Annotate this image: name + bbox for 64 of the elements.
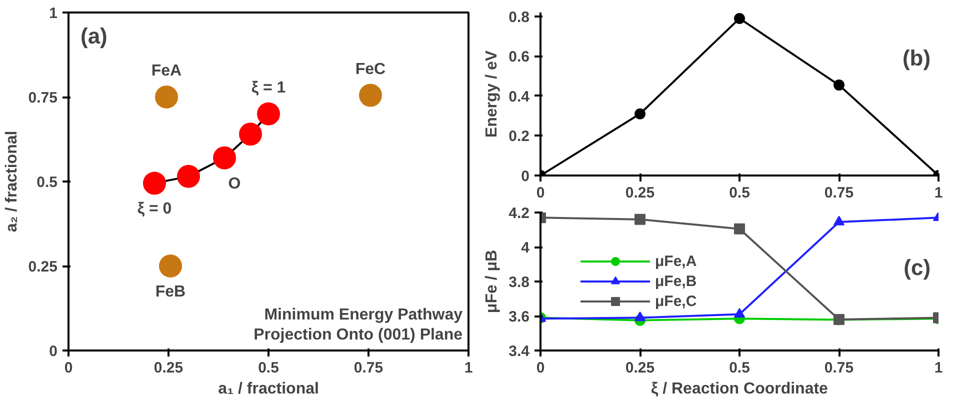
point	[143, 172, 166, 195]
annotation: FeA	[151, 62, 182, 80]
x-tick-label: 1	[934, 360, 943, 376]
annotation: ξ = 1	[251, 79, 286, 96]
y-tick-label: 0	[521, 168, 530, 185]
x-tick-label: 1	[464, 360, 473, 376]
point	[734, 308, 745, 318]
annotation: Minimum Energy Pathway Projection Onto (001) Plane	[254, 306, 463, 344]
y-tick-label: 0.4	[508, 88, 530, 106]
x-tick-label: 0.25	[154, 360, 184, 376]
y-tick-label: 0.6	[508, 48, 530, 66]
y-tick-label: 0.5	[36, 174, 58, 191]
y-tick-label: 0.8	[508, 8, 530, 26]
x-tick-label: 0.25	[625, 184, 655, 202]
legend-label: μFe,A	[655, 252, 697, 270]
x-tick-label: 0.75	[824, 184, 854, 202]
point	[634, 108, 646, 120]
point	[159, 254, 182, 278]
y-tick-label: 3.4	[508, 343, 530, 360]
point	[257, 102, 280, 126]
x-axis-title: a₁ / fractional	[218, 380, 319, 398]
point	[239, 122, 262, 146]
annotation: O	[228, 175, 241, 192]
x-axis-title: ξ / Reaction Coordinate	[651, 380, 828, 398]
legend-label: μFe,B	[655, 272, 697, 290]
legend-label: μFe,C	[655, 292, 697, 310]
y-tick-label: 0.75	[28, 90, 58, 106]
x-tick-label: 1	[934, 184, 943, 202]
point	[213, 146, 236, 170]
annotation: FeB	[155, 284, 186, 300]
y-tick-label: 0	[49, 343, 58, 360]
annotation: (c)	[904, 255, 931, 280]
x-tick-label: 0.75	[824, 360, 854, 376]
x-tick-label: 0.5	[258, 360, 279, 376]
x-tick-label: 0.75	[354, 360, 384, 376]
y-tick-label: 3.8	[508, 274, 530, 291]
x-tick-label: 0.5	[729, 184, 750, 202]
point	[359, 84, 382, 107]
point	[834, 216, 844, 226]
annotation: (b)	[902, 46, 931, 71]
y-tick-label: 4	[521, 240, 530, 256]
y-tick-label: 0.2	[508, 128, 530, 146]
annotation: (a)	[80, 24, 108, 49]
point	[177, 164, 200, 188]
point	[734, 223, 745, 234]
point	[634, 214, 646, 225]
x-tick-label: 0.5	[729, 360, 750, 376]
point	[834, 80, 844, 91]
x-tick-label: 0	[536, 360, 545, 376]
point	[155, 86, 178, 108]
annotation: FeC	[355, 60, 386, 78]
y-axis-title: μFe / μB	[484, 250, 501, 314]
y-tick-label: 0.25	[28, 258, 58, 276]
point	[634, 311, 646, 322]
y-tick-label: 4.2	[508, 205, 530, 222]
x-tick-label: 0.25	[625, 360, 655, 376]
y-axis-title: a₂ / fractional	[3, 130, 20, 232]
point	[734, 12, 745, 24]
x-tick-label: 0	[536, 184, 545, 202]
y-tick-label: 3.6	[508, 308, 530, 326]
y-tick-label: 1	[49, 5, 58, 22]
annotation: ξ = 0	[137, 200, 172, 218]
y-axis-title: Energy / eV	[484, 50, 501, 138]
x-tick-label: 0	[64, 360, 73, 376]
